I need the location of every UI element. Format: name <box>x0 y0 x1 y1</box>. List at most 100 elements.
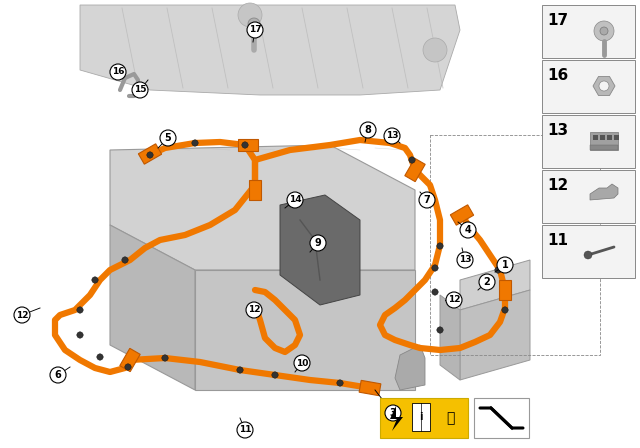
Circle shape <box>437 243 443 249</box>
Circle shape <box>594 21 614 41</box>
Text: 13: 13 <box>547 123 568 138</box>
Circle shape <box>446 292 462 308</box>
Text: 8: 8 <box>365 125 371 135</box>
Circle shape <box>599 81 609 91</box>
Bar <box>542 5 635 58</box>
Circle shape <box>246 302 262 318</box>
Polygon shape <box>280 195 360 305</box>
Bar <box>542 115 635 168</box>
Circle shape <box>385 405 401 421</box>
Text: ✋: ✋ <box>446 411 454 425</box>
Text: 9: 9 <box>315 238 321 248</box>
Text: 7: 7 <box>424 195 430 205</box>
Circle shape <box>360 122 376 138</box>
Text: 13: 13 <box>386 132 398 141</box>
Circle shape <box>423 38 447 62</box>
Bar <box>600 135 605 140</box>
Circle shape <box>238 3 262 27</box>
Text: 12: 12 <box>248 306 260 314</box>
Text: i: i <box>419 412 423 422</box>
Circle shape <box>237 422 253 438</box>
Circle shape <box>160 130 176 146</box>
Bar <box>474 398 529 438</box>
Bar <box>593 135 598 140</box>
Bar <box>542 225 635 278</box>
Polygon shape <box>451 205 474 225</box>
Text: 13: 13 <box>459 255 471 264</box>
Circle shape <box>584 251 592 259</box>
Text: 3: 3 <box>390 408 396 418</box>
Circle shape <box>122 257 128 263</box>
Circle shape <box>14 307 30 323</box>
Polygon shape <box>405 158 425 181</box>
Circle shape <box>502 307 508 313</box>
Text: 15: 15 <box>134 86 147 95</box>
Circle shape <box>192 140 198 146</box>
Polygon shape <box>110 225 195 390</box>
Polygon shape <box>195 270 415 390</box>
Circle shape <box>110 64 126 80</box>
Circle shape <box>97 354 103 360</box>
Bar <box>430 135 600 355</box>
Polygon shape <box>590 184 618 200</box>
Polygon shape <box>460 260 530 310</box>
Text: 10: 10 <box>296 358 308 367</box>
Circle shape <box>147 152 153 158</box>
Bar <box>542 60 635 113</box>
Text: 12: 12 <box>16 310 28 319</box>
Circle shape <box>437 327 443 333</box>
Text: 12: 12 <box>547 178 568 193</box>
Circle shape <box>419 192 435 208</box>
Polygon shape <box>593 77 615 95</box>
Polygon shape <box>499 280 511 300</box>
Polygon shape <box>120 349 140 372</box>
Text: 16: 16 <box>112 68 124 77</box>
Text: 11: 11 <box>239 426 252 435</box>
Circle shape <box>460 222 476 238</box>
Circle shape <box>162 355 168 361</box>
Circle shape <box>92 277 98 283</box>
Bar <box>614 135 619 140</box>
Text: 14: 14 <box>289 195 301 204</box>
Circle shape <box>432 265 438 271</box>
Polygon shape <box>395 345 425 390</box>
Polygon shape <box>110 145 415 270</box>
Circle shape <box>242 142 248 148</box>
Circle shape <box>132 82 148 98</box>
Circle shape <box>247 22 263 38</box>
Circle shape <box>337 380 343 386</box>
Circle shape <box>495 267 501 273</box>
Circle shape <box>77 332 83 338</box>
Circle shape <box>272 372 278 378</box>
Circle shape <box>479 274 495 290</box>
Circle shape <box>294 355 310 371</box>
Bar <box>542 170 635 223</box>
Polygon shape <box>138 144 162 164</box>
Circle shape <box>287 192 303 208</box>
Circle shape <box>600 27 608 35</box>
Text: 1: 1 <box>502 260 508 270</box>
Circle shape <box>310 235 326 251</box>
Text: 16: 16 <box>547 68 568 83</box>
Polygon shape <box>80 5 460 95</box>
Bar <box>380 398 468 438</box>
Text: 12: 12 <box>448 296 460 305</box>
Bar <box>607 135 612 140</box>
Text: 11: 11 <box>547 233 568 248</box>
Circle shape <box>125 364 131 370</box>
Circle shape <box>237 367 243 373</box>
Polygon shape <box>390 406 403 431</box>
Circle shape <box>77 307 83 313</box>
Circle shape <box>497 257 513 273</box>
Text: 17: 17 <box>249 26 261 34</box>
Polygon shape <box>249 180 261 200</box>
Text: 2: 2 <box>484 277 490 287</box>
Polygon shape <box>440 295 460 380</box>
Polygon shape <box>359 380 381 396</box>
Polygon shape <box>460 290 530 380</box>
Text: 17: 17 <box>547 13 568 28</box>
Bar <box>590 145 618 150</box>
Circle shape <box>409 157 415 163</box>
Text: 5: 5 <box>164 133 172 143</box>
Circle shape <box>432 289 438 295</box>
